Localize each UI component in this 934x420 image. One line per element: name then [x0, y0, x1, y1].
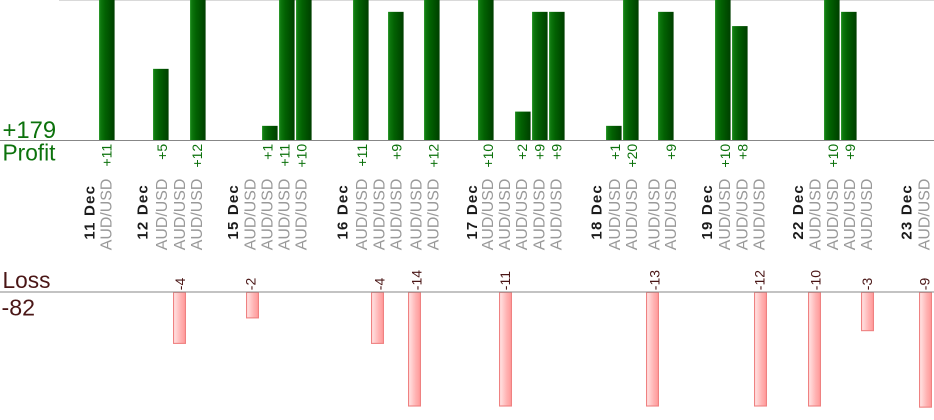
svg-text:AUD/USD: AUD/USD — [371, 179, 388, 251]
svg-text:+11: +11 — [276, 144, 292, 167]
svg-text:-4: -4 — [371, 278, 387, 291]
svg-text:AUD/USD: AUD/USD — [189, 179, 206, 251]
svg-text:AUD/USD: AUD/USD — [607, 179, 624, 251]
svg-text:AUD/USD: AUD/USD — [531, 179, 548, 251]
svg-text:AUD/USD: AUD/USD — [259, 179, 276, 251]
svg-text:AUD/USD: AUD/USD — [717, 179, 734, 251]
svg-text:+5: +5 — [154, 144, 170, 160]
svg-text:+9: +9 — [531, 144, 547, 160]
svg-text:+179: +179 — [3, 117, 57, 144]
svg-text:+20: +20 — [624, 144, 640, 168]
svg-text:-14: -14 — [409, 270, 425, 290]
svg-text:22 Dec: 22 Dec — [790, 184, 807, 240]
svg-text:AUD/USD: AUD/USD — [388, 179, 405, 251]
svg-text:AUD/USD: AUD/USD — [497, 179, 514, 251]
svg-text:19 Dec: 19 Dec — [699, 184, 716, 240]
svg-text:+9: +9 — [388, 144, 404, 160]
svg-text:+2: +2 — [514, 144, 530, 160]
svg-text:AUD/USD: AUD/USD — [624, 179, 641, 251]
svg-text:AUD/USD: AUD/USD — [172, 179, 189, 251]
svg-text:-4: -4 — [172, 278, 188, 291]
svg-text:+1: +1 — [259, 144, 275, 160]
svg-text:+12: +12 — [426, 144, 442, 168]
svg-text:+11: +11 — [354, 144, 370, 167]
svg-text:AUD/USD: AUD/USD — [808, 179, 825, 251]
svg-text:AUD/USD: AUD/USD — [294, 179, 311, 251]
svg-text:+9: +9 — [842, 144, 858, 160]
svg-text:-82: -82 — [2, 294, 36, 320]
svg-text:AUD/USD: AUD/USD — [480, 179, 497, 251]
svg-text:11 Dec: 11 Dec — [82, 185, 99, 240]
svg-text:AUD/USD: AUD/USD — [514, 179, 531, 251]
svg-text:AUD/USD: AUD/USD — [154, 179, 171, 251]
svg-text:+10: +10 — [825, 144, 841, 168]
svg-text:18 Dec: 18 Dec — [589, 184, 606, 240]
svg-text:-9: -9 — [916, 278, 932, 291]
svg-text:Loss: Loss — [3, 267, 51, 293]
svg-text:+9: +9 — [548, 144, 564, 160]
svg-text:AUD/USD: AUD/USD — [825, 179, 842, 251]
svg-text:+10: +10 — [294, 144, 310, 168]
svg-text:-10: -10 — [808, 270, 824, 290]
svg-text:AUD/USD: AUD/USD — [752, 179, 769, 251]
svg-text:-3: -3 — [859, 278, 875, 291]
svg-text:+1: +1 — [607, 144, 623, 160]
svg-text:AUD/USD: AUD/USD — [734, 179, 751, 251]
svg-text:+10: +10 — [717, 144, 733, 168]
svg-text:AUD/USD: AUD/USD — [663, 179, 680, 251]
svg-text:AUD/USD: AUD/USD — [859, 179, 876, 251]
svg-text:+12: +12 — [189, 144, 205, 168]
svg-text:AUD/USD: AUD/USD — [409, 179, 426, 251]
svg-text:AUD/USD: AUD/USD — [842, 179, 859, 251]
svg-text:+11: +11 — [99, 144, 115, 167]
svg-text:AUD/USD: AUD/USD — [276, 179, 293, 251]
svg-text:AUD/USD: AUD/USD — [916, 179, 933, 251]
svg-text:Profit: Profit — [3, 140, 57, 166]
svg-text:-12: -12 — [752, 270, 768, 290]
svg-text:23 Dec: 23 Dec — [899, 184, 916, 240]
svg-text:17 Dec: 17 Dec — [464, 184, 481, 240]
svg-text:-11: -11 — [497, 271, 513, 290]
svg-text:-13: -13 — [646, 270, 662, 290]
svg-text:AUD/USD: AUD/USD — [646, 179, 663, 251]
svg-text:AUD/USD: AUD/USD — [99, 179, 116, 251]
svg-text:+8: +8 — [734, 144, 750, 160]
svg-text:16 Dec: 16 Dec — [335, 184, 352, 240]
svg-text:+9: +9 — [663, 144, 679, 160]
svg-text:+10: +10 — [480, 144, 496, 168]
svg-text:AUD/USD: AUD/USD — [548, 179, 565, 251]
svg-text:AUD/USD: AUD/USD — [354, 179, 371, 251]
svg-text:-2: -2 — [243, 278, 259, 291]
svg-text:15 Dec: 15 Dec — [225, 184, 242, 240]
svg-text:AUD/USD: AUD/USD — [243, 179, 260, 251]
svg-text:12 Dec: 12 Dec — [135, 184, 152, 240]
svg-text:AUD/USD: AUD/USD — [426, 179, 443, 251]
